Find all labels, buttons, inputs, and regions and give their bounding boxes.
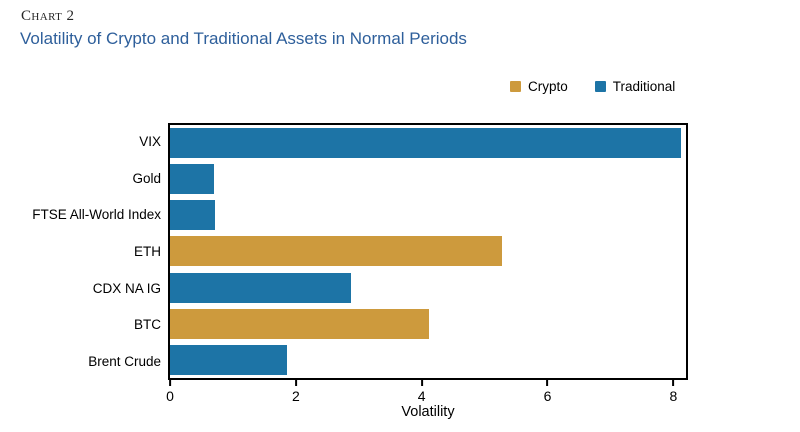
crypto-swatch-icon bbox=[510, 81, 521, 92]
bar-vix bbox=[170, 128, 681, 159]
tick-label: 4 bbox=[417, 388, 426, 404]
bar-brent-crude bbox=[170, 344, 288, 375]
bar-row bbox=[170, 233, 686, 269]
legend-item-crypto: Crypto bbox=[510, 79, 568, 94]
bar-row bbox=[170, 270, 686, 306]
category-label: ETH bbox=[134, 244, 161, 260]
traditional-swatch-icon bbox=[594, 81, 606, 92]
x-tick: 8 bbox=[669, 380, 678, 404]
category-label: Brent Crude bbox=[88, 354, 161, 370]
bar-cdx-na-ig bbox=[170, 272, 352, 303]
tick-label: 2 bbox=[291, 388, 300, 404]
bar-btc bbox=[170, 308, 430, 339]
category-label: VIX bbox=[139, 133, 161, 149]
bar-ftse-all-world-index bbox=[170, 200, 216, 231]
bar-row bbox=[170, 125, 686, 161]
tick-label: 8 bbox=[669, 388, 678, 404]
tick-mark bbox=[168, 380, 171, 386]
bar-gold bbox=[170, 164, 215, 195]
chart-number-label: Chart 2 bbox=[21, 8, 75, 24]
category-label: FTSE All-World Index bbox=[32, 207, 161, 223]
x-tick: 4 bbox=[418, 380, 426, 404]
legend-label: Traditional bbox=[612, 79, 676, 94]
tick-mark bbox=[672, 380, 675, 386]
plot-area bbox=[168, 123, 688, 380]
tick-label: 0 bbox=[166, 388, 174, 404]
category-label: CDX NA IG bbox=[92, 280, 161, 296]
tick-mark bbox=[420, 380, 423, 386]
tick-label: 6 bbox=[543, 388, 552, 404]
chart-title: Volatility of Crypto and Traditional Ass… bbox=[20, 29, 467, 48]
category-label: Gold bbox=[132, 170, 161, 186]
bar-row bbox=[170, 161, 686, 197]
bar-eth bbox=[170, 236, 503, 267]
bar-row bbox=[170, 342, 686, 378]
y-axis-labels: VIX Gold FTSE All-World Index ETH CDX NA IG B… bbox=[0, 123, 161, 380]
x-tick: 6 bbox=[543, 380, 552, 404]
tick-mark bbox=[546, 380, 549, 386]
bar-row bbox=[170, 306, 686, 342]
x-tick: 2 bbox=[292, 380, 300, 404]
x-tick: 0 bbox=[166, 380, 174, 404]
legend-item-traditional: Traditional bbox=[594, 79, 676, 94]
legend: Crypto Traditional bbox=[510, 79, 675, 94]
tick-mark bbox=[294, 380, 297, 386]
bar-row bbox=[170, 197, 686, 233]
legend-label: Crypto bbox=[528, 79, 568, 94]
category-label: BTC bbox=[134, 317, 161, 333]
x-axis-ticks: 0 2 4 6 8 bbox=[166, 380, 686, 406]
x-axis-title: Volatility bbox=[401, 404, 455, 420]
